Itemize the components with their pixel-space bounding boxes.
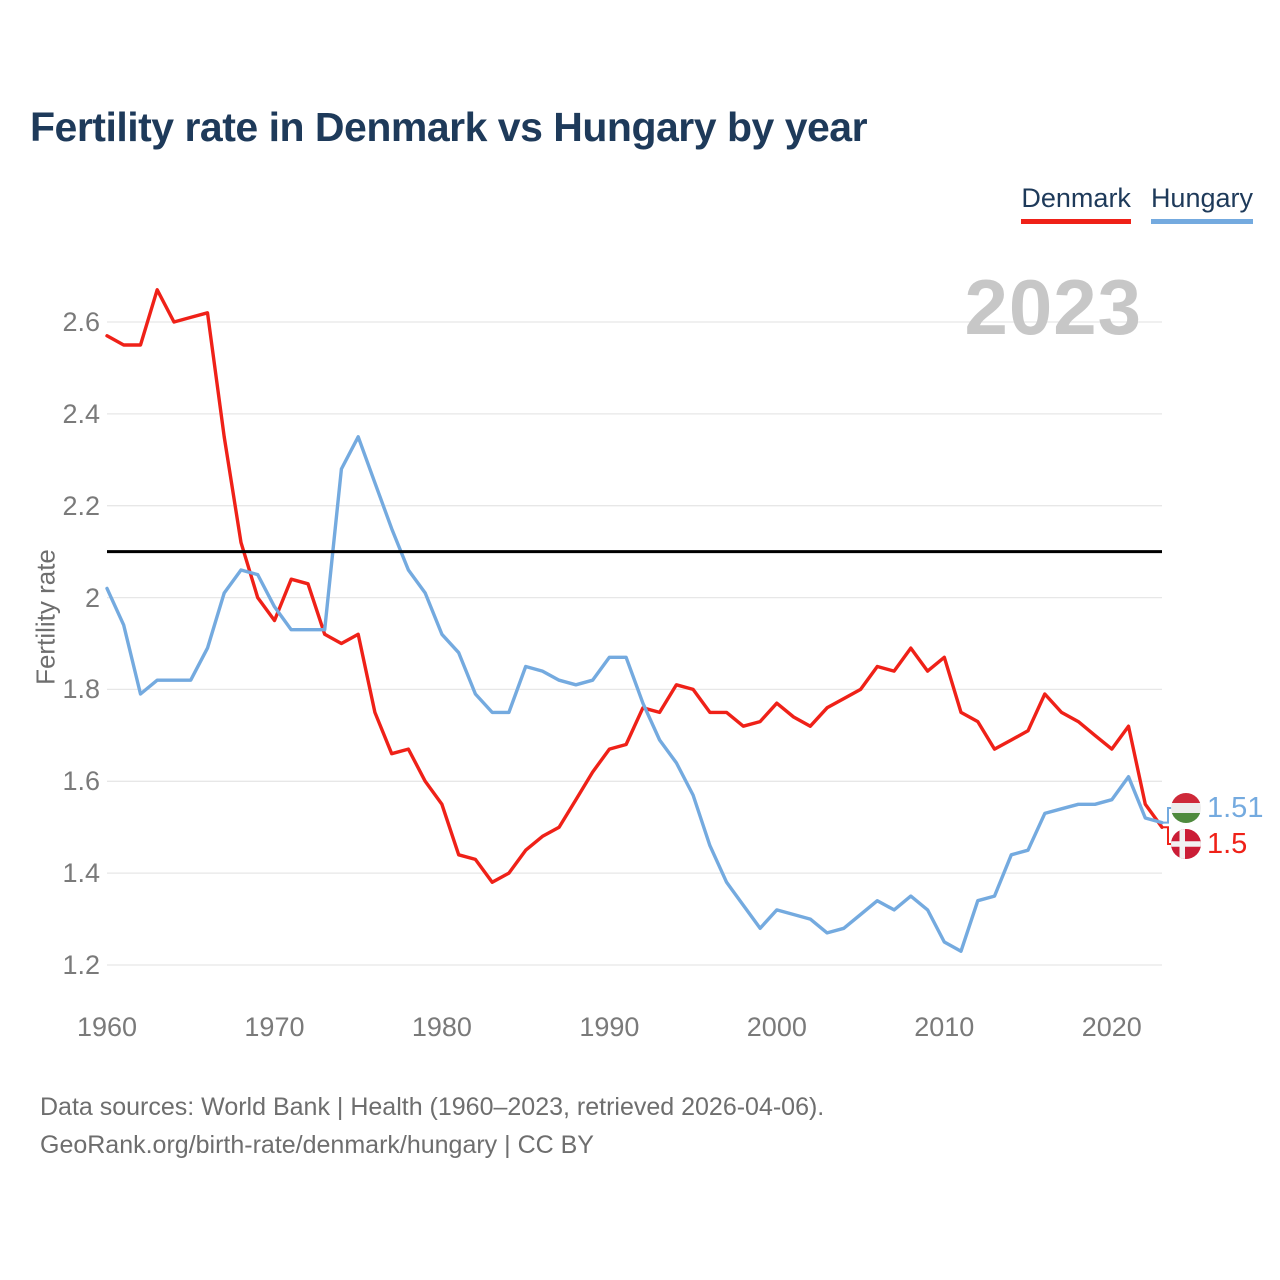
legend-item-denmark[interactable]: Denmark	[1021, 183, 1131, 224]
watermark-year: 2023	[964, 263, 1142, 351]
x-tick-label: 2020	[1081, 1012, 1142, 1042]
y-tick-label: 2.4	[62, 398, 100, 429]
denmark-end-value: 1.5	[1207, 828, 1248, 860]
footer-sources: Data sources: World Bank | Health (1960–…	[40, 1093, 825, 1121]
y-tick-label: 1.2	[62, 950, 100, 980]
x-tick-label: 1960	[76, 1012, 138, 1042]
x-tick-label: 2010	[914, 1012, 975, 1042]
y-tick-label: 2	[84, 582, 100, 613]
footer: Data sources: World Bank | Health (1960–…	[40, 1088, 824, 1164]
denmark-connector-line	[1162, 826, 1172, 845]
x-tick-label: 2000	[746, 1012, 807, 1042]
y-tick-label: 1.8	[62, 674, 100, 705]
y-tick-label: 2.6	[62, 307, 100, 337]
denmark-line[interactable]	[105, 288, 1164, 884]
y-tick-label: 1.4	[62, 858, 100, 889]
hungary-connector-line	[1162, 807, 1172, 824]
x-tick-label: 1970	[244, 1012, 305, 1042]
y-tick-label: 1.6	[62, 766, 100, 797]
page-title: Fertility rate in Denmark vs Hungary by …	[30, 104, 868, 150]
end-label-denmark: 1.5	[1171, 829, 1247, 859]
legend-label-denmark: Denmark	[1021, 183, 1131, 213]
end-label-hungary: 1.51	[1171, 793, 1263, 823]
denmark-flag-icon	[1171, 829, 1201, 859]
hungary-flag-icon	[1171, 793, 1201, 823]
footer-attribution: GeoRank.org/birth-rate/denmark/hungary |…	[40, 1131, 594, 1159]
legend-label-hungary: Hungary	[1150, 183, 1253, 213]
legend-item-hungary[interactable]: Hungary	[1150, 183, 1253, 224]
y-tick-label: 2.2	[62, 490, 100, 521]
hungary-line[interactable]	[105, 435, 1164, 953]
x-tick-label: 1980	[411, 1012, 472, 1042]
hungary-end-value: 1.51	[1207, 792, 1264, 824]
x-tick-label: 1990	[579, 1012, 640, 1042]
legend: Denmark Hungary	[1021, 183, 1253, 224]
